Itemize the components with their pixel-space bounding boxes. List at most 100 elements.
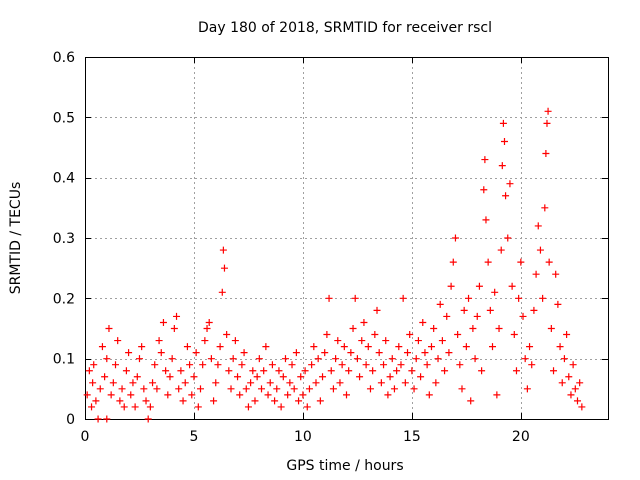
data-point	[125, 349, 133, 357]
data-point	[432, 379, 440, 387]
data-point	[253, 373, 261, 381]
data-point	[414, 337, 422, 345]
data-point	[449, 258, 457, 266]
x-tick-label: 0	[81, 429, 90, 445]
data-point	[260, 367, 268, 375]
data-point	[406, 331, 414, 339]
data-point	[486, 306, 494, 314]
data-point	[277, 403, 285, 411]
data-point	[292, 349, 300, 357]
data-point	[131, 403, 139, 411]
data-point	[386, 373, 394, 381]
data-point	[275, 367, 283, 375]
data-point	[168, 355, 176, 363]
data-point	[225, 367, 233, 375]
data-point	[480, 186, 488, 194]
data-point	[105, 325, 113, 332]
data-point	[90, 361, 98, 369]
data-point	[393, 367, 401, 375]
data-point	[258, 385, 266, 393]
data-point	[242, 385, 250, 393]
data-point	[255, 355, 263, 363]
data-point	[319, 373, 327, 381]
data-point	[122, 367, 130, 375]
data-point	[288, 361, 296, 369]
data-point	[493, 391, 501, 399]
data-point	[244, 403, 252, 411]
data-point	[236, 391, 244, 399]
data-point	[247, 379, 255, 387]
data-point	[443, 312, 451, 320]
data-point	[308, 361, 316, 369]
data-point	[502, 192, 510, 200]
data-point	[441, 367, 449, 375]
data-point	[186, 361, 194, 369]
data-point	[332, 355, 340, 363]
data-point	[334, 337, 342, 345]
data-point	[506, 180, 514, 188]
data-point	[534, 222, 542, 230]
data-point	[508, 282, 516, 290]
data-point	[192, 349, 200, 357]
data-point	[569, 361, 577, 369]
data-point	[109, 379, 117, 387]
data-point	[290, 385, 298, 393]
x-tick-label: 10	[294, 429, 312, 445]
data-point	[489, 343, 497, 351]
data-point	[85, 367, 93, 375]
data-point	[542, 150, 550, 158]
data-point	[284, 391, 292, 399]
data-point	[240, 349, 248, 357]
data-point	[101, 373, 109, 381]
chart-title: Day 180 of 2018, SRMTID for receiver rsc…	[198, 20, 492, 36]
data-point	[419, 318, 427, 326]
data-point	[499, 119, 507, 127]
data-point	[515, 294, 523, 302]
data-point	[347, 349, 355, 357]
data-point	[157, 349, 165, 357]
data-point	[234, 373, 242, 381]
data-point	[179, 397, 187, 405]
data-point	[196, 385, 204, 393]
data-point	[382, 337, 390, 345]
y-tick-label: 0.3	[53, 231, 75, 247]
data-point	[541, 204, 549, 212]
data-point	[266, 379, 274, 387]
data-point	[465, 294, 473, 302]
data-point	[207, 355, 215, 363]
data-point	[159, 318, 167, 326]
data-point	[162, 367, 170, 375]
data-point	[316, 397, 324, 405]
data-point	[268, 361, 276, 369]
data-point	[220, 264, 228, 272]
data-point	[135, 355, 143, 363]
data-point	[578, 403, 586, 411]
data-point	[519, 312, 527, 320]
data-point	[155, 337, 163, 345]
axis-ticks: 0 0.1 0.2 0.3 0.4 0.5 0.6 0 5 10 15 20	[53, 50, 608, 445]
data-point	[576, 379, 584, 387]
data-point	[103, 355, 111, 363]
data-point	[563, 331, 571, 339]
y-tick-label: 0.1	[53, 352, 75, 368]
data-point	[423, 361, 431, 369]
data-point	[434, 355, 442, 363]
data-point	[469, 325, 477, 332]
data-point	[219, 246, 227, 254]
data-point	[89, 379, 97, 387]
data-point	[543, 119, 551, 127]
data-point	[205, 318, 213, 326]
data-point	[554, 300, 562, 308]
data-point	[425, 391, 433, 399]
data-point	[323, 331, 331, 339]
data-point	[336, 379, 344, 387]
data-point	[371, 331, 379, 339]
data-point	[552, 270, 560, 278]
data-point	[227, 385, 235, 393]
data-point	[146, 403, 154, 411]
data-point	[571, 385, 579, 393]
data-point	[484, 258, 492, 266]
data-point	[249, 367, 257, 375]
data-point	[116, 397, 124, 405]
data-point	[112, 361, 120, 369]
